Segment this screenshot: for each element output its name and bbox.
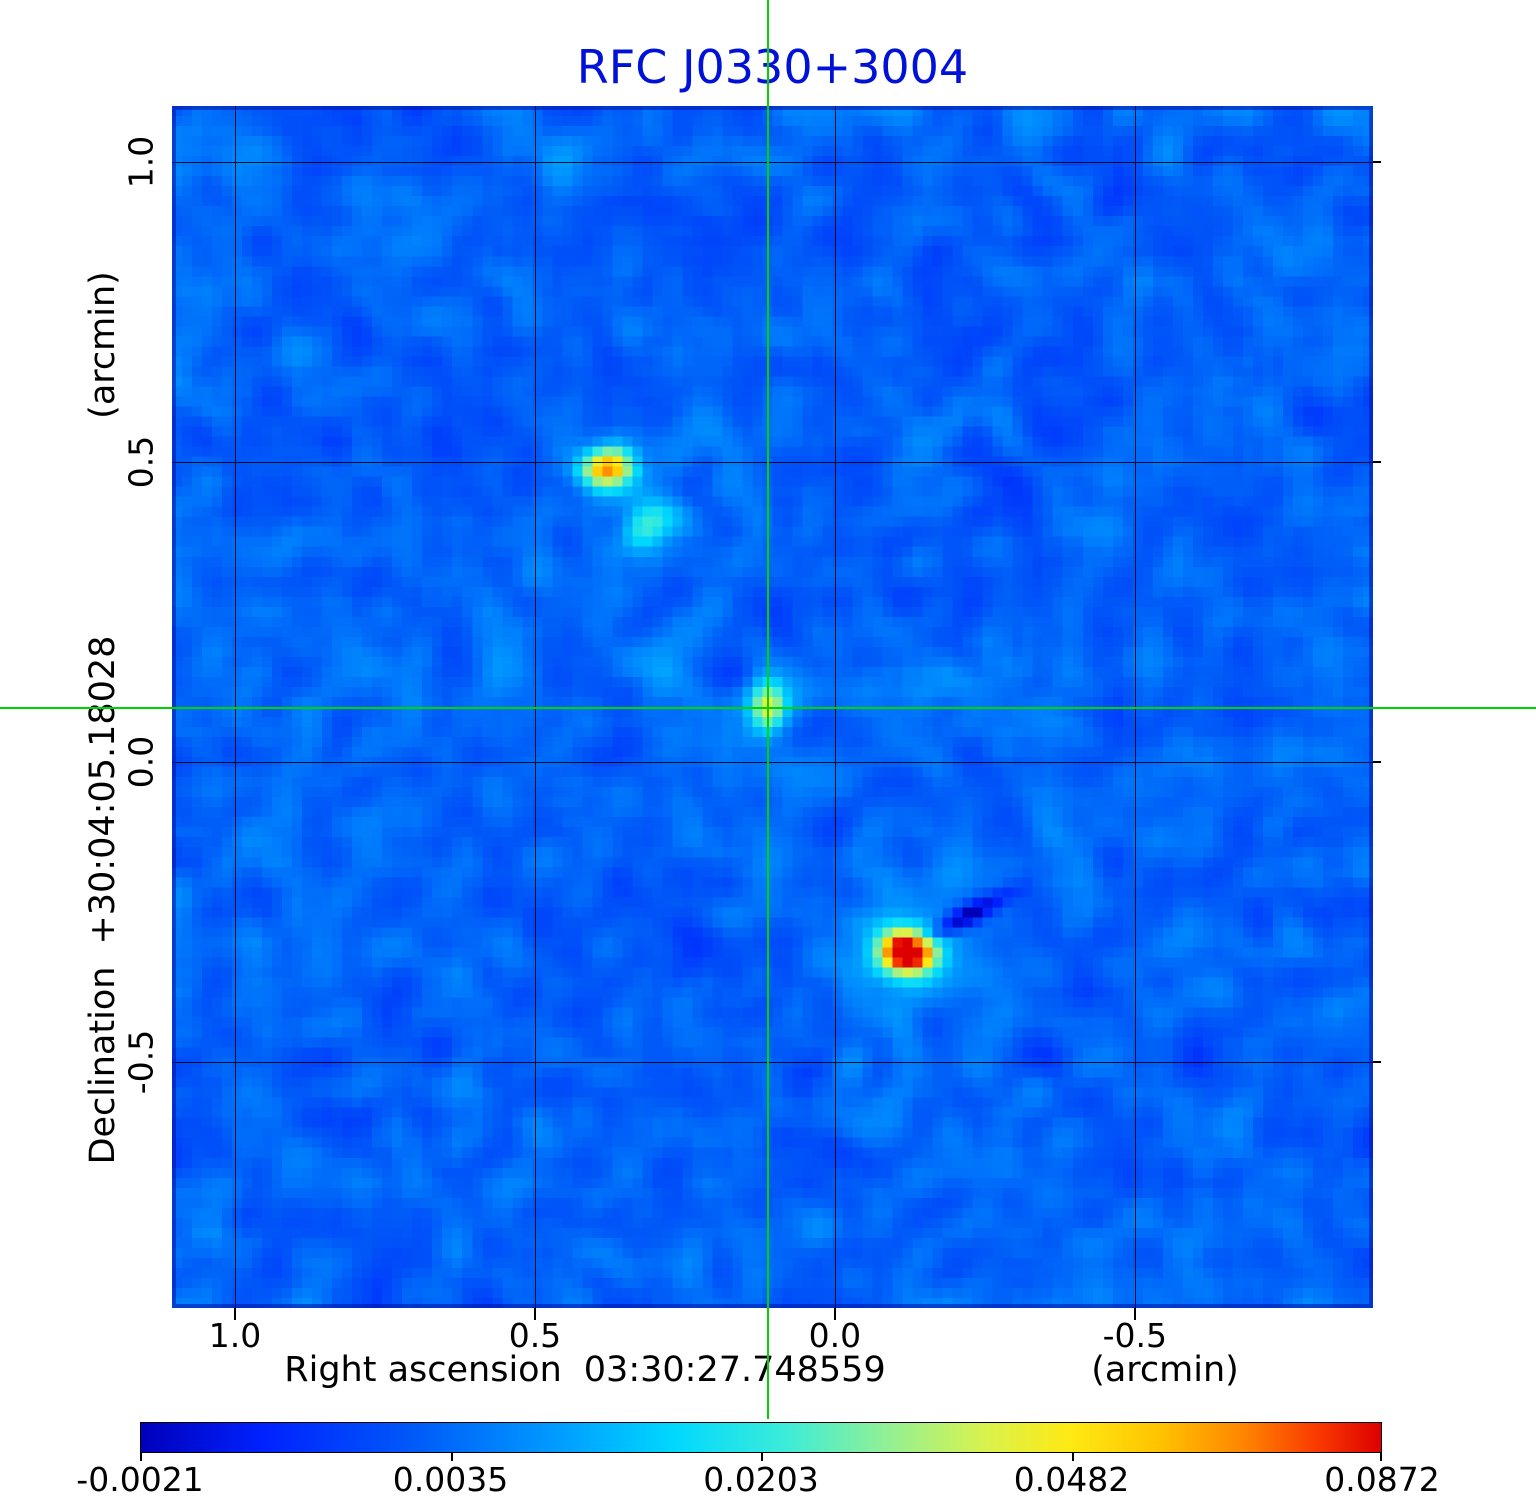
y-gridline [172, 161, 1373, 163]
x-tick-label: -0.5 [1102, 1316, 1168, 1355]
y-tick-label: 1.0 [121, 135, 161, 189]
colorbar-tick-label: 0.0203 [703, 1460, 819, 1499]
colorbar-tick-label: -0.0021 [76, 1460, 204, 1499]
colorbar-tick-mark [1071, 1453, 1074, 1461]
colorbar-tick-mark [761, 1453, 763, 1461]
y-tick-label: 0.5 [121, 435, 161, 489]
x-axis-value: 03:30:27.748559 [583, 1350, 886, 1390]
y-gridline [172, 761, 1373, 763]
x-tick-label: 0.0 [808, 1316, 862, 1355]
colorbar [140, 1422, 1382, 1453]
y-axis-title: Declination +30:04:05.18028 [83, 636, 123, 1165]
x-axis-name: Right ascension [284, 1350, 562, 1390]
colorbar-tick-mark [1380, 1453, 1382, 1461]
x-tick-mark [533, 1308, 536, 1320]
plot-title: RFC J0330+3004 [576, 40, 969, 94]
colorbar-tick-label: 0.0035 [392, 1460, 509, 1499]
plot-area [172, 106, 1373, 1308]
x-tick-mark [1133, 1308, 1136, 1320]
x-tick-label: 1.0 [208, 1316, 262, 1355]
x-tick-mark [833, 1308, 836, 1320]
x-tick-mark [233, 1308, 236, 1320]
y-axis-value: +30:04:05.18028 [83, 635, 123, 945]
x-gridline [1134, 106, 1136, 1308]
x-tick-label: 0.5 [508, 1316, 562, 1355]
x-axis-title: Right ascension 03:30:27.748559 [284, 1350, 885, 1390]
y-tick-mark [1373, 760, 1381, 763]
y-axis-unit: (arcmin) [83, 271, 123, 419]
y-gridline [172, 461, 1373, 463]
x-gridline [534, 106, 536, 1308]
colorbar-tick-mark [450, 1453, 453, 1461]
y-axis-name: Declination [83, 966, 123, 1165]
y-tick-mark [1373, 1060, 1381, 1063]
colorbar-tick-label: 0.0872 [1324, 1460, 1440, 1499]
sky-heatmap-image [172, 106, 1373, 1308]
y-tick-mark [1373, 160, 1381, 163]
y-gridline [172, 1061, 1373, 1063]
x-axis-unit: (arcmin) [1091, 1350, 1239, 1390]
y-tick-label: 0.0 [121, 735, 161, 789]
x-gridline [834, 106, 836, 1308]
colorbar-tick-label: 0.0482 [1013, 1460, 1130, 1499]
x-gridline [234, 106, 236, 1308]
y-tick-label: -0.5 [121, 1029, 161, 1095]
y-tick-mark [1373, 460, 1381, 463]
colorbar-tick-mark [140, 1453, 142, 1461]
